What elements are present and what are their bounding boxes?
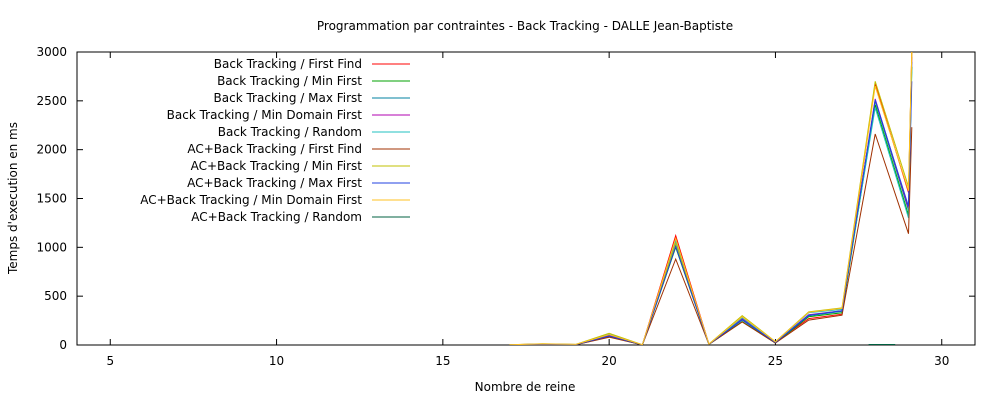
legend-label: AC+Back Tracking / First Find [187, 142, 362, 156]
series-line-5 [509, 71, 913, 345]
x-tick-label: 5 [106, 354, 114, 368]
series-line-6 [509, 127, 913, 345]
legend-label: AC+Back Tracking / Max First [187, 176, 362, 190]
series-line-7 [509, 52, 913, 345]
legend-label: AC+Back Tracking / Random [191, 210, 362, 224]
x-tick-label: 25 [768, 354, 783, 368]
x-tick-label: 20 [602, 354, 617, 368]
legend-label: Back Tracking / Min Domain First [167, 108, 363, 122]
x-tick-label: 10 [269, 354, 284, 368]
legend: Back Tracking / First Find Back Tracking … [140, 57, 410, 224]
series-line-8 [509, 81, 913, 345]
y-tick-label: 0 [59, 338, 67, 352]
series-line-3 [509, 61, 913, 345]
legend-label: AC+Back Tracking / Min First [191, 159, 363, 173]
chart-title: Programmation par contraintes - Back Tra… [317, 19, 733, 33]
x-tick-label: 30 [934, 354, 949, 368]
legend-label: Back Tracking / Random [218, 125, 362, 139]
x-tick-label: 15 [435, 354, 450, 368]
series-line-9 [509, 52, 913, 345]
series-line-4 [509, 56, 913, 345]
y-axis-label: Temps d'execution en ms [6, 122, 20, 275]
y-tick-label: 2500 [36, 94, 67, 108]
y-tick-label: 500 [44, 289, 67, 303]
legend-label: AC+Back Tracking / Min Domain First [140, 193, 362, 207]
y-tick-label: 1000 [36, 240, 67, 254]
series-line-2 [509, 66, 913, 345]
y-tick-label: 3000 [36, 45, 67, 59]
series-line-1 [509, 52, 913, 345]
plot-layer: 5 10 15 20 25 30 0 500 1000 1500 2000 2500 3000 [36, 45, 976, 368]
legend-label: Back Tracking / Min First [217, 74, 362, 88]
legend-label: Back Tracking / First Find [214, 57, 362, 71]
y-tick-label: 2000 [36, 143, 67, 157]
y-tick-label: 1500 [36, 192, 67, 206]
x-axis-label: Nombre de reine [475, 380, 576, 394]
legend-label: Back Tracking / Max First [214, 91, 363, 105]
